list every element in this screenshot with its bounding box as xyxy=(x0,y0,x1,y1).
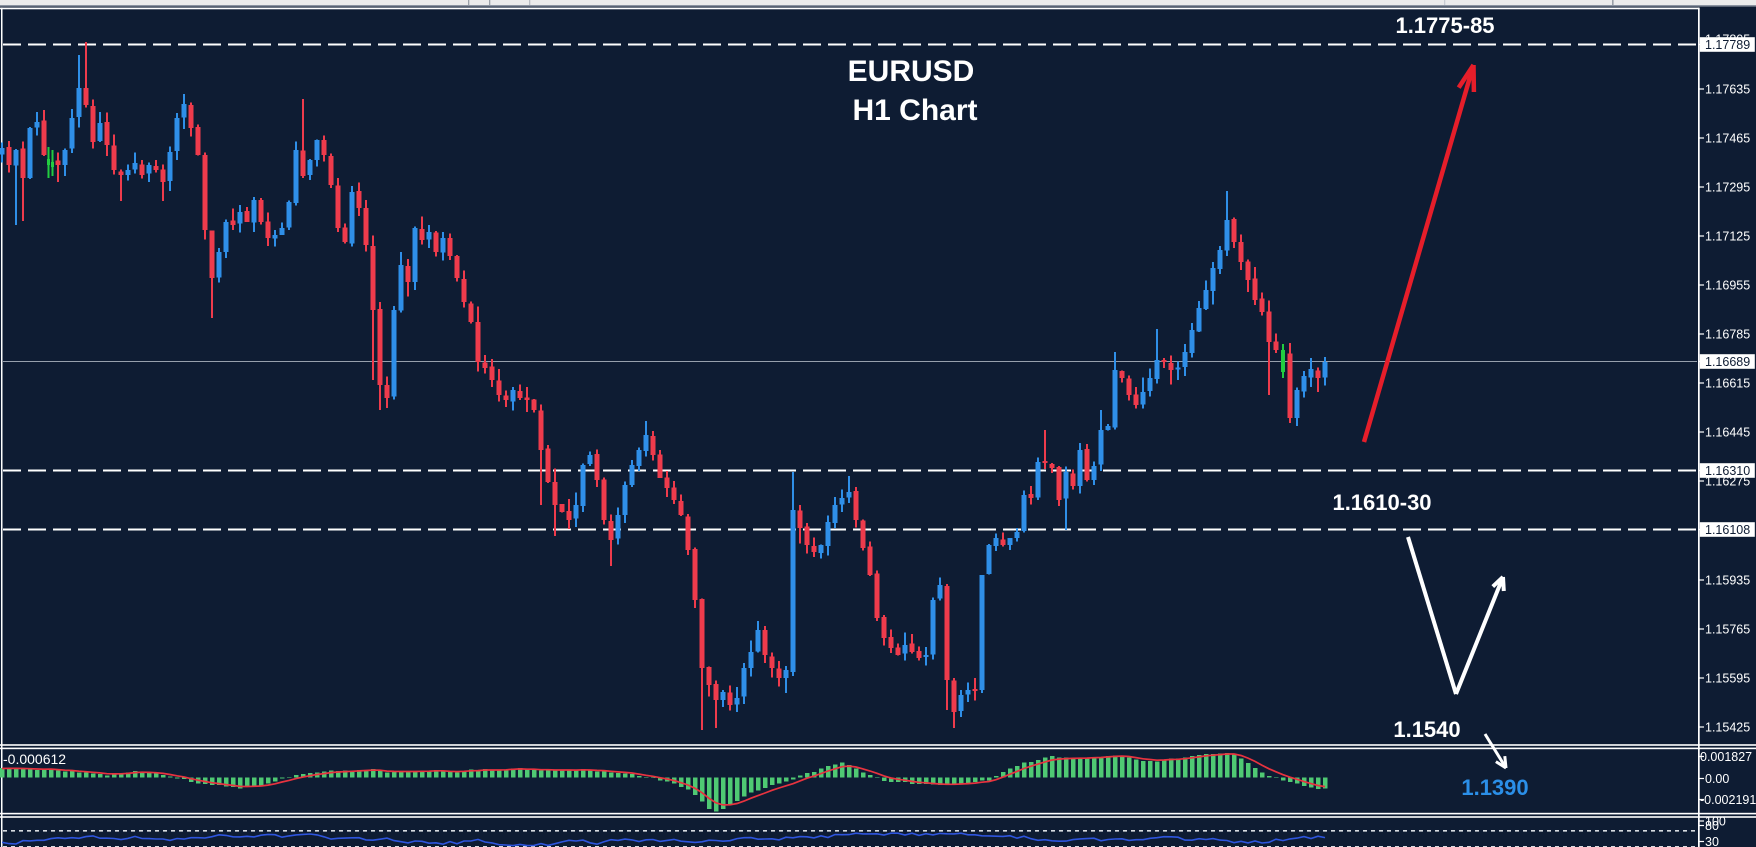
svg-text:1.17125: 1.17125 xyxy=(1705,230,1750,244)
svg-text:1.16108: 1.16108 xyxy=(1705,523,1750,537)
svg-text:1.17789: 1.17789 xyxy=(1705,38,1750,52)
svg-text:-0.002191: -0.002191 xyxy=(1700,793,1756,807)
svg-text:1.16615: 1.16615 xyxy=(1705,377,1750,391)
svg-text:100: 100 xyxy=(1705,815,1726,829)
svg-text:0.001827: 0.001827 xyxy=(1700,750,1752,764)
svg-text:1.15935: 1.15935 xyxy=(1705,574,1750,588)
svg-text:1.16955: 1.16955 xyxy=(1705,279,1750,293)
svg-text:1.16275: 1.16275 xyxy=(1705,475,1750,489)
svg-text:80: 80 xyxy=(1705,819,1719,833)
svg-text:1.1610-30: 1.1610-30 xyxy=(1332,490,1431,515)
svg-text:1.15765: 1.15765 xyxy=(1705,623,1750,637)
svg-text:H1 Chart: H1 Chart xyxy=(852,94,977,127)
svg-text:1.15595: 1.15595 xyxy=(1705,672,1750,686)
svg-text:1.1775-85: 1.1775-85 xyxy=(1395,13,1494,38)
svg-text:1.1390: 1.1390 xyxy=(1461,775,1528,800)
svg-text:1.1540: 1.1540 xyxy=(1393,717,1460,742)
svg-text:1.16445: 1.16445 xyxy=(1705,426,1750,440)
svg-text:EURUSD: EURUSD xyxy=(848,55,975,88)
svg-text:30: 30 xyxy=(1705,835,1719,847)
svg-text:1.17635: 1.17635 xyxy=(1705,83,1750,97)
svg-text:1.17465: 1.17465 xyxy=(1705,132,1750,146)
svg-text:1.16785: 1.16785 xyxy=(1705,328,1750,342)
svg-text:1.16310: 1.16310 xyxy=(1705,464,1750,478)
svg-text:1.17295: 1.17295 xyxy=(1705,181,1750,195)
svg-text:0.00: 0.00 xyxy=(1705,772,1729,786)
svg-text:1.16689: 1.16689 xyxy=(1705,355,1750,369)
svg-text:1.15425: 1.15425 xyxy=(1705,721,1750,735)
svg-text:-0.000612: -0.000612 xyxy=(3,751,66,767)
